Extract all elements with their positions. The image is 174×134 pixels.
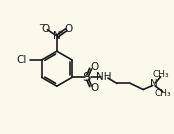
Text: O: O [41, 24, 50, 34]
Text: −: − [38, 21, 45, 29]
Text: CH₃: CH₃ [155, 89, 171, 98]
Text: NH: NH [96, 72, 112, 82]
Text: N: N [53, 31, 61, 41]
Text: S: S [83, 71, 91, 84]
Text: O: O [90, 62, 99, 72]
Text: O: O [65, 24, 73, 34]
Text: N: N [150, 79, 157, 90]
Text: +: + [57, 30, 63, 36]
Text: Cl: Cl [16, 55, 27, 65]
Text: O: O [90, 83, 99, 93]
Text: CH₃: CH₃ [153, 70, 169, 79]
